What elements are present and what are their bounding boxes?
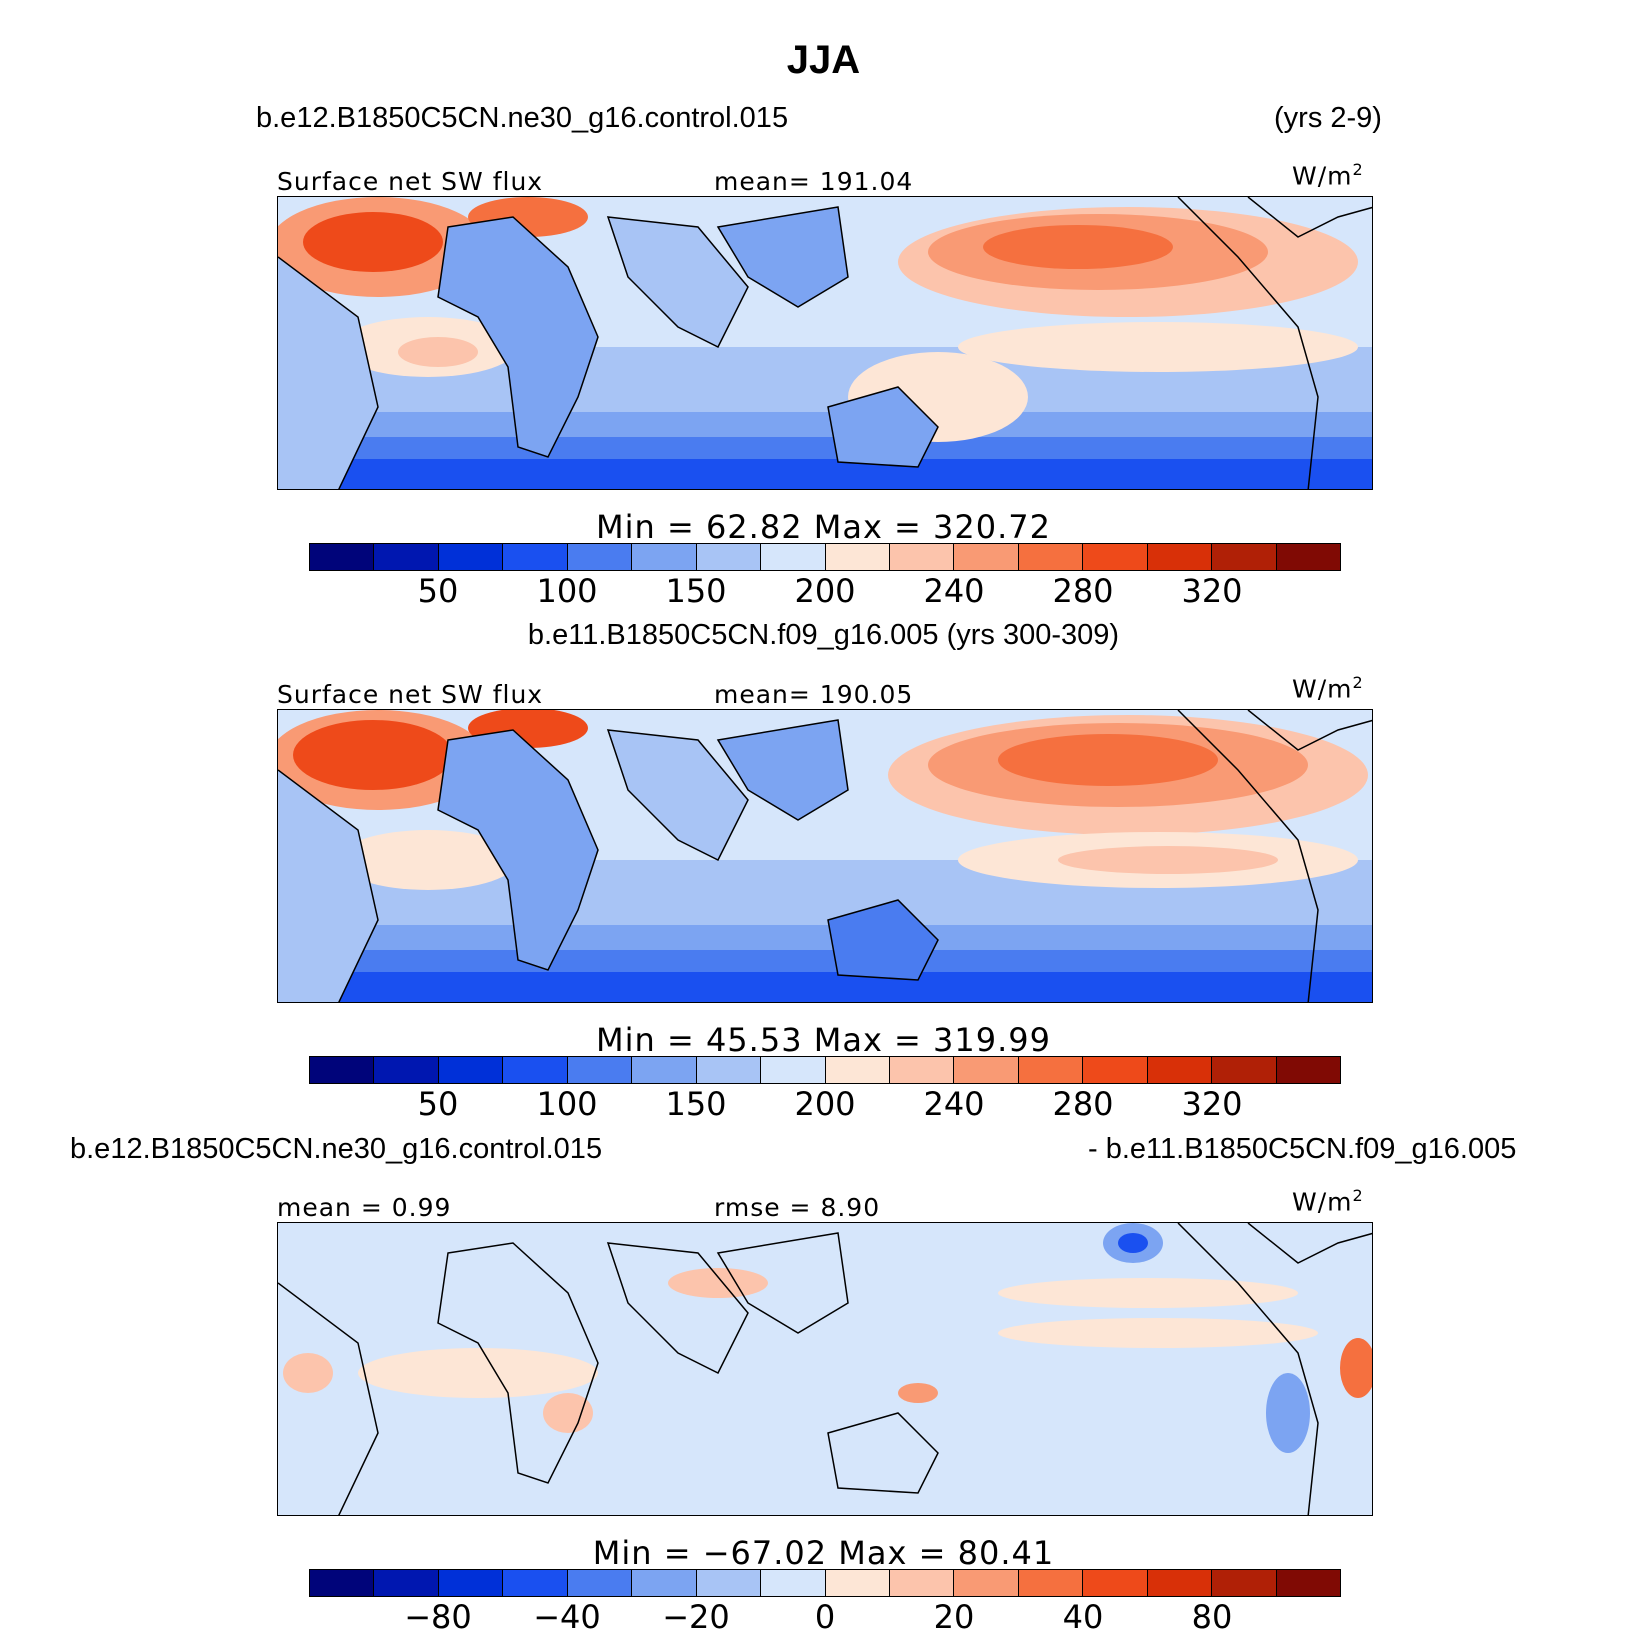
colorbar-swatch xyxy=(374,1570,439,1596)
colorbar-swatch xyxy=(310,1057,375,1083)
colorbar-swatch xyxy=(310,544,375,570)
panel3-rmse: rmse = 8.90 xyxy=(714,1193,881,1222)
colorbar-swatch xyxy=(503,1057,568,1083)
colorbar-swatch xyxy=(1083,544,1148,570)
colorbar-swatch xyxy=(1212,1570,1277,1596)
panel3-tick: −40 xyxy=(533,1598,601,1636)
panel2-map xyxy=(277,709,1373,1003)
colorbar-swatch xyxy=(632,544,697,570)
panel2-colorbar xyxy=(309,1056,1341,1084)
panel2-variable-label: Surface net SW flux xyxy=(277,680,544,709)
colorbar-swatch xyxy=(1083,1570,1148,1596)
panel2-min-max: Min = 45.53 Max = 319.99 xyxy=(596,1021,1051,1059)
panel2-tick: 240 xyxy=(923,1085,985,1123)
panel2-case-name: b.e11.B1850C5CN.f09_g16.005 (yrs 300-309… xyxy=(527,619,1120,651)
colorbar-swatch xyxy=(761,544,826,570)
panel2-tick: 280 xyxy=(1052,1085,1114,1123)
colorbar-swatch xyxy=(1212,544,1277,570)
panel3-mean: mean = 0.99 xyxy=(277,1193,452,1222)
colorbar-swatch xyxy=(438,544,504,570)
colorbar-swatch xyxy=(632,1570,697,1596)
colorbar-swatch xyxy=(438,1057,504,1083)
panel3-case-name: b.e12.B1850C5CN.ne30_g16.control.015 xyxy=(70,1133,603,1165)
panel1-tick: 100 xyxy=(536,572,598,610)
panel2-mean: mean= 190.05 xyxy=(714,680,914,709)
colorbar-swatch xyxy=(1147,1570,1213,1596)
panel3-case-minus: - b.e11.B1850C5CN.f09_g16.005 xyxy=(1088,1133,1517,1165)
colorbar-swatch xyxy=(696,1570,762,1596)
panel3-tick: 0 xyxy=(814,1598,836,1636)
panel1-tick: 150 xyxy=(665,572,727,610)
panel1-tick: 240 xyxy=(923,572,985,610)
colorbar-swatch xyxy=(1018,1057,1084,1083)
colorbar-swatch xyxy=(1276,544,1340,570)
panel2-field xyxy=(278,710,1372,1002)
colorbar-swatch xyxy=(1212,1057,1277,1083)
panel3-tick: −20 xyxy=(662,1598,730,1636)
colorbar-swatch xyxy=(374,1057,439,1083)
panel3-field xyxy=(278,1223,1372,1515)
colorbar-swatch xyxy=(696,544,762,570)
colorbar-swatch xyxy=(1276,1057,1340,1083)
figure-title: JJA xyxy=(786,38,861,82)
panel1-years: (yrs 2-9) xyxy=(1274,102,1382,134)
panel2-tick: 320 xyxy=(1181,1085,1243,1123)
colorbar-swatch xyxy=(761,1057,826,1083)
panel1-field xyxy=(278,197,1372,489)
colorbar-swatch xyxy=(567,1057,633,1083)
panel1-case-name: b.e12.B1850C5CN.ne30_g16.control.015 xyxy=(256,102,789,134)
colorbar-swatch xyxy=(761,1570,826,1596)
panel3-colorbar xyxy=(309,1569,1341,1597)
panel1-min-max: Min = 62.82 Max = 320.72 xyxy=(596,508,1051,546)
panel2-units: W/m2 xyxy=(1292,673,1364,704)
colorbar-swatch xyxy=(567,1570,633,1596)
colorbar-swatch xyxy=(1276,1570,1340,1596)
panel1-tick: 280 xyxy=(1052,572,1114,610)
colorbar-swatch xyxy=(632,1057,697,1083)
panel2-tick: 50 xyxy=(417,1085,459,1123)
colorbar-swatch xyxy=(825,544,890,570)
panel1-variable-label: Surface net SW flux xyxy=(277,167,544,196)
panel1-tick: 200 xyxy=(794,572,856,610)
colorbar-swatch xyxy=(1018,1570,1084,1596)
colorbar-swatch xyxy=(889,544,955,570)
colorbar-swatch xyxy=(1018,544,1084,570)
panel1-colorbar xyxy=(309,543,1341,571)
panel2-tick: 200 xyxy=(794,1085,856,1123)
colorbar-swatch xyxy=(954,1570,1019,1596)
panel1-units: W/m2 xyxy=(1292,160,1364,191)
colorbar-swatch xyxy=(954,1057,1019,1083)
panel1-tick: 320 xyxy=(1181,572,1243,610)
colorbar-swatch xyxy=(889,1057,955,1083)
colorbar-swatch xyxy=(567,544,633,570)
colorbar-swatch xyxy=(1083,1057,1148,1083)
colorbar-swatch xyxy=(503,1570,568,1596)
panel3-tick: −80 xyxy=(404,1598,472,1636)
colorbar-swatch xyxy=(374,544,439,570)
panel3-tick: 40 xyxy=(1062,1598,1104,1636)
colorbar-swatch xyxy=(438,1570,504,1596)
panel1-tick: 50 xyxy=(417,572,459,610)
colorbar-swatch xyxy=(1147,1057,1213,1083)
panel2-tick: 150 xyxy=(665,1085,727,1123)
panel3-min-max: Min = −67.02 Max = 80.41 xyxy=(592,1534,1055,1572)
panel3-units: W/m2 xyxy=(1292,1186,1364,1217)
panel3-map xyxy=(277,1222,1373,1516)
panel3-tick: 20 xyxy=(933,1598,975,1636)
panel3-tick: 80 xyxy=(1191,1598,1233,1636)
colorbar-swatch xyxy=(825,1570,890,1596)
colorbar-swatch xyxy=(503,544,568,570)
colorbar-swatch xyxy=(954,544,1019,570)
colorbar-swatch xyxy=(889,1570,955,1596)
colorbar-swatch xyxy=(310,1570,375,1596)
colorbar-swatch xyxy=(825,1057,890,1083)
panel1-map xyxy=(277,196,1373,490)
colorbar-swatch xyxy=(1147,544,1213,570)
colorbar-swatch xyxy=(696,1057,762,1083)
panel2-tick: 100 xyxy=(536,1085,598,1123)
panel1-mean: mean= 191.04 xyxy=(714,167,914,196)
